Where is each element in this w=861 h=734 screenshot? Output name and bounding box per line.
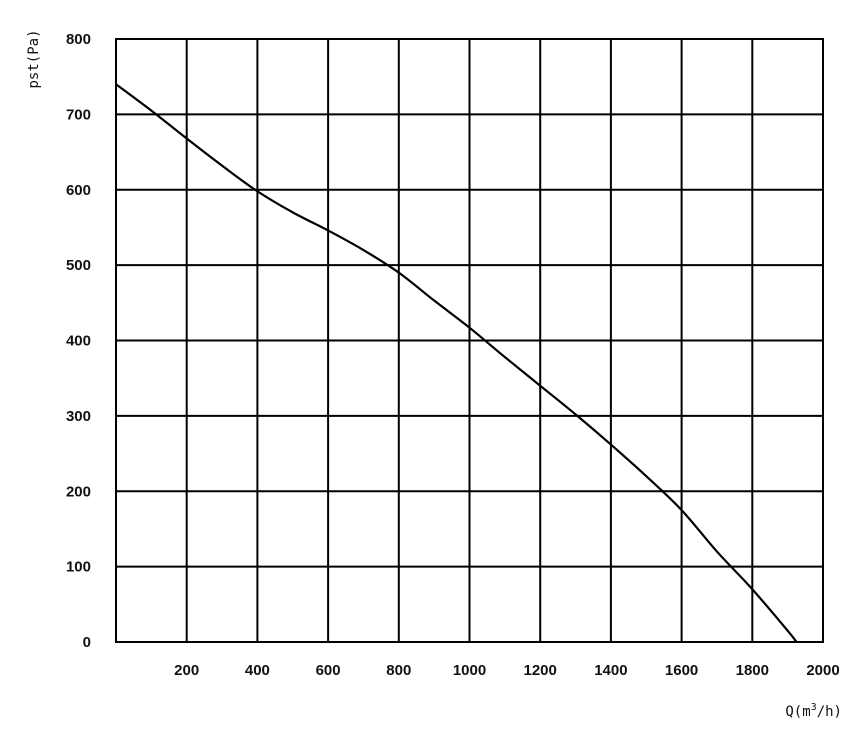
y-tick-label-4: 400 xyxy=(66,333,91,350)
y-axis-label: pst(Pa) xyxy=(26,29,42,88)
x-tick-label-0: 200 xyxy=(174,662,199,679)
y-tick-label-7: 700 xyxy=(66,106,91,123)
x-tick-label-7: 1600 xyxy=(665,662,698,679)
x-tick-label-8: 1800 xyxy=(736,662,769,679)
x-tick-label-5: 1200 xyxy=(524,662,557,679)
series-layer xyxy=(115,83,798,643)
x-axis-label: Q(m3/h) xyxy=(785,702,842,720)
plot-grid xyxy=(115,38,824,643)
x-tick-label-9: 2000 xyxy=(806,662,839,679)
x-tick-label-6: 1400 xyxy=(594,662,627,679)
y-tick-label-1: 100 xyxy=(66,559,91,576)
y-tick-label-6: 600 xyxy=(66,182,91,199)
x-tick-labels: 200 400 600 800 1000 1200 1400 1600 1800 2000 xyxy=(174,662,840,679)
y-tick-label-3: 300 xyxy=(66,408,91,425)
x-tick-label-2: 600 xyxy=(316,662,341,679)
x-tick-label-1: 400 xyxy=(245,662,270,679)
y-tick-labels: 0 100 200 300 400 500 600 700 800 xyxy=(66,31,91,651)
y-tick-label-0: 0 xyxy=(83,634,91,651)
x-tick-label-3: 800 xyxy=(386,662,411,679)
x-tick-label-4: 1000 xyxy=(453,662,486,679)
y-tick-label-2: 200 xyxy=(66,483,91,500)
series-line-0 xyxy=(115,83,798,643)
y-tick-label-5: 500 xyxy=(66,257,91,274)
y-tick-label-8: 800 xyxy=(66,31,91,48)
